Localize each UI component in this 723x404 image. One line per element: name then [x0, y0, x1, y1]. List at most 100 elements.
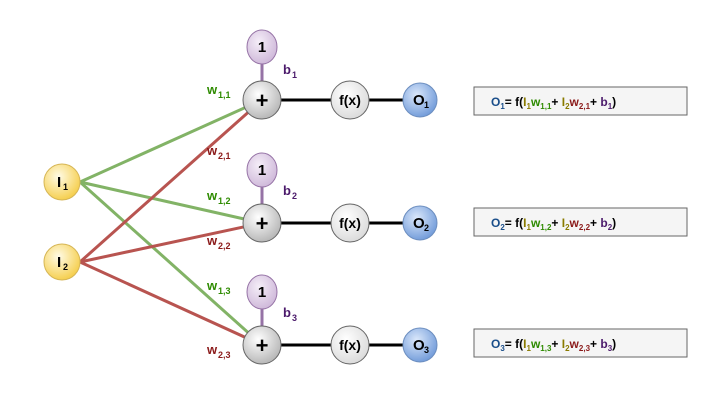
eq3-i2-sub: 2 [565, 344, 570, 353]
bias-label-1: b [283, 62, 291, 77]
eq3-plus1: + [551, 337, 561, 351]
eq3-plus2: + [590, 337, 600, 351]
eq3-eq: = f( [505, 337, 523, 351]
output-node-3-letter: O [413, 337, 425, 354]
eq3-w2-sub: 2,3 [579, 344, 591, 353]
activation-node-1 [330, 80, 370, 120]
eq1-w2-sub: 2,1 [579, 102, 591, 111]
neuron-2: 1 + f(x) O 2 b 2 w 1,2 w 2,2 [206, 152, 438, 251]
bias-node-1 [246, 29, 278, 65]
weight-label-w22-sub: 2,2 [218, 241, 231, 251]
weight-label-w12: w [206, 188, 218, 203]
bias-label-3-sub: 3 [292, 313, 297, 323]
bias-node-1-label: 1 [258, 39, 266, 56]
output-node-1 [402, 82, 438, 118]
eq2-eq: = f( [505, 216, 523, 230]
output-node-3 [402, 327, 438, 363]
eq2-w2-sub: 2,2 [579, 223, 591, 232]
output-node-2-sub: 2 [424, 223, 429, 233]
sum-node-1-symbol: + [256, 88, 269, 113]
equation-2: O2= f(I1w1,2+ I2w2,2+ b2) [491, 216, 616, 232]
bias-label-3: b [283, 305, 291, 320]
eq3-i1-sub: 1 [526, 344, 531, 353]
equation-box-1: O1= f(I1w1,1+ I2w2,1+ b1) [473, 86, 688, 116]
eq1-w1: w [530, 95, 541, 109]
eq2-plus2: + [590, 216, 600, 230]
eq1-plus1: + [551, 95, 561, 109]
weight-label-w23: w [206, 342, 218, 357]
eq2-i2-sub: 2 [565, 223, 570, 232]
eq2-b-sub: 2 [608, 223, 613, 232]
eq2-w1: w [530, 216, 541, 230]
neuron-3: 1 + f(x) O 3 b 3 w 1,3 w 2,3 [206, 274, 438, 365]
output-node-1-sub: 1 [424, 100, 429, 110]
eq1-o-sub: 1 [500, 102, 505, 111]
activation-node-2 [330, 203, 370, 243]
activation-node-3-label: f(x) [339, 337, 361, 353]
sum-node-2-symbol: + [256, 211, 269, 236]
weight-label-w12-sub: 1,2 [218, 196, 231, 206]
weight-label-w11: w [206, 82, 218, 97]
bias-node-2 [246, 152, 278, 188]
sum-node-1 [242, 80, 282, 120]
activation-node-1-label: f(x) [339, 92, 361, 108]
bias-node-2-label: 1 [258, 162, 266, 179]
eq2-close: ) [612, 216, 616, 230]
eq3-w1-sub: 1,3 [540, 344, 552, 353]
edge-i2-n1 [79, 98, 263, 264]
eq2-o-sub: 2 [500, 223, 505, 232]
output-node-2 [402, 205, 438, 241]
eq1-o: O [491, 95, 500, 109]
output-node-3-sub: 3 [424, 345, 429, 355]
eq2-i2: I [562, 216, 565, 230]
activation-node-2-label: f(x) [339, 215, 361, 231]
eq3-o: O [491, 337, 500, 351]
eq3-w1: w [530, 337, 541, 351]
neuron-1: 1 + f(x) O 1 b 1 w 1,1 w 2,1 [206, 29, 438, 161]
eq1-eq: = f( [505, 95, 523, 109]
eq1-b: b [600, 95, 607, 109]
weight-label-w21: w [206, 143, 218, 158]
input-node-2-sub: 2 [63, 262, 68, 272]
edge-i2-n2 [79, 221, 263, 264]
eq3-w2: w [569, 337, 580, 351]
eq1-b-sub: 1 [608, 102, 613, 111]
edge-i2-n3 [79, 260, 263, 347]
eq1-i1: I [523, 95, 526, 109]
weight-edges [78, 98, 264, 347]
equation-1: O1= f(I1w1,1+ I2w2,1+ b1) [491, 95, 616, 111]
input-node-2: I 2 [43, 243, 81, 281]
eq1-i1-sub: 1 [526, 102, 531, 111]
weight-label-w13-sub: 1,3 [218, 286, 231, 296]
eq2-w1-sub: 1,2 [540, 223, 552, 232]
sum-node-3-symbol: + [256, 333, 269, 358]
eq1-i2-sub: 2 [565, 102, 570, 111]
eq3-i1: I [523, 337, 526, 351]
sum-node-2 [242, 203, 282, 243]
eq1-plus2: + [590, 95, 600, 109]
eq2-o: O [491, 216, 500, 230]
bias-label-1-sub: 1 [292, 70, 297, 80]
equation-3: O3= f(I1w1,3+ I2w2,3+ b3) [491, 337, 616, 353]
activation-node-3 [330, 325, 370, 365]
equation-box-3: O3= f(I1w1,3+ I2w2,3+ b3) [473, 328, 688, 358]
eq2-w2: w [569, 216, 580, 230]
eq2-i1-sub: 1 [526, 223, 531, 232]
eq1-close: ) [612, 95, 616, 109]
input-node-2-letter: I [57, 254, 61, 271]
edge-i1-n3 [78, 180, 264, 347]
equation-box-2: O2= f(I1w1,2+ I2w2,2+ b2) [473, 207, 688, 237]
eq2-b: b [600, 216, 607, 230]
input-node-1-letter: I [57, 174, 61, 191]
eq2-plus1: + [551, 216, 561, 230]
bias-node-3-label: 1 [258, 284, 266, 301]
eq1-w2: w [569, 95, 580, 109]
eq2-i1: I [523, 216, 526, 230]
eq3-b-sub: 3 [608, 344, 613, 353]
bias-label-2-sub: 2 [292, 191, 297, 201]
eq3-o-sub: 3 [500, 344, 505, 353]
eq1-w1-sub: 1,1 [540, 102, 552, 111]
bias-node-3 [246, 274, 278, 310]
edge-i1-n1 [79, 98, 263, 184]
